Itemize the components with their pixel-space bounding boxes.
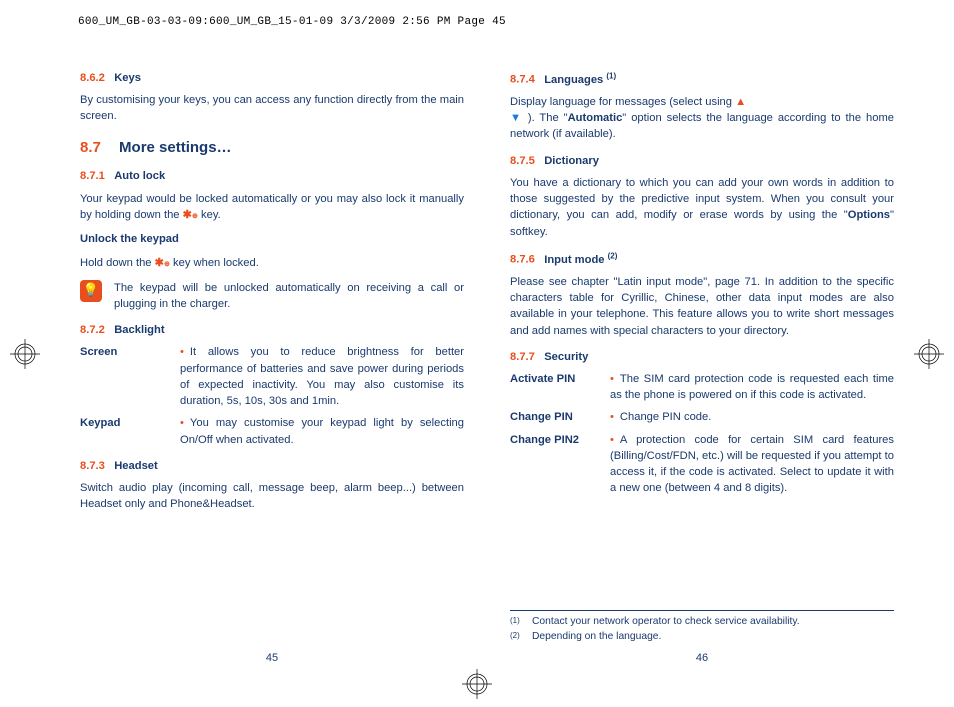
section-title: Dictionary <box>544 155 599 167</box>
term-activate-pin: Activate PIN <box>510 371 610 403</box>
section-8-7-7: 8.7.7 Security <box>510 349 894 365</box>
section-number: 8.6.2 <box>80 72 105 84</box>
footnotes: (1) Contact your network operator to chec… <box>510 610 894 645</box>
crop-mark-bottom-icon <box>462 669 492 699</box>
bullet-icon: • <box>610 411 614 423</box>
footnote-mark: (1) <box>510 615 522 630</box>
bullet-icon: • <box>610 373 614 385</box>
definition-row: Keypad •You may customise your keypad li… <box>80 415 464 447</box>
section-number: 8.7.3 <box>80 460 105 472</box>
star-key-icon: ✱⊕ <box>155 257 170 269</box>
section-8-7-2: 8.7.2 Backlight <box>80 322 464 338</box>
section-title: Languages (1) <box>544 74 616 86</box>
star-key-icon: ✱⊕ <box>183 209 198 221</box>
text-fragment: You have a dictionary to which you can a… <box>510 177 894 221</box>
text-fragment: key when locked. <box>173 257 259 269</box>
text-fragment: key. <box>201 209 221 221</box>
footnote-text: Contact your network operator to check s… <box>532 615 800 630</box>
unlock-heading: Unlock the keypad <box>80 231 464 247</box>
nav-updown-icon: ▲ <box>735 96 746 108</box>
text-fragment: ). The " <box>528 112 568 124</box>
section-number: 8.7.4 <box>510 74 535 86</box>
nav-updown-icon: ▼ <box>510 112 523 124</box>
page-number: 46 <box>696 651 708 667</box>
section-title: Input mode (2) <box>544 254 617 266</box>
footnote-1: (1) Contact your network operator to chec… <box>510 615 894 630</box>
section-8-7-5: 8.7.5 Dictionary <box>510 153 894 169</box>
section-8-7: 8.7 More settings… <box>80 137 464 159</box>
tip-text: The keypad will be unlocked automaticall… <box>114 280 464 312</box>
text-fragment: You may customise your keypad light by s… <box>180 417 464 445</box>
definition-body: •The SIM card protection code is request… <box>610 371 894 403</box>
text-bold: Automatic <box>568 112 623 124</box>
right-page: 8.7.4 Languages (1) Display language for… <box>510 60 894 667</box>
text-fragment: It allows you to reduce brightness for b… <box>180 346 464 407</box>
body-text: Please see chapter "Latin input mode", p… <box>510 274 894 339</box>
body-text: Switch audio play (incoming call, messag… <box>80 480 464 512</box>
body-text: You have a dictionary to which you can a… <box>510 175 894 240</box>
bullet-icon: • <box>610 434 614 446</box>
text-fragment: The SIM card protection code is requeste… <box>610 373 894 401</box>
section-8-7-1: 8.7.1 Auto lock <box>80 168 464 184</box>
section-title: Headset <box>114 460 158 472</box>
definition-row: Change PIN2 •A protection code for certa… <box>510 432 894 497</box>
term-change-pin2: Change PIN2 <box>510 432 610 497</box>
body-text: Display language for messages (select us… <box>510 94 894 143</box>
term-keypad: Keypad <box>80 415 180 447</box>
section-title: Security <box>544 351 588 363</box>
section-number: 8.7 <box>80 139 101 156</box>
body-text: Your keypad would be locked automaticall… <box>80 191 464 223</box>
body-text: Hold down the ✱⊕ key when locked. <box>80 255 464 271</box>
section-number: 8.7.6 <box>510 254 535 266</box>
tip-callout: 💡 The keypad will be unlocked automatica… <box>80 280 464 312</box>
definition-body: •It allows you to reduce brightness for … <box>180 344 464 409</box>
section-8-7-3: 8.7.3 Headset <box>80 458 464 474</box>
section-8-7-6: 8.7.6 Input mode (2) <box>510 250 894 268</box>
definition-row: Activate PIN •The SIM card protection co… <box>510 371 894 403</box>
text-fragment: A protection code for certain SIM card f… <box>610 434 894 495</box>
section-number: 8.7.1 <box>80 170 105 182</box>
text-fragment: Your keypad would be locked automaticall… <box>80 193 464 221</box>
definition-row: Change PIN • Change PIN code. <box>510 409 894 425</box>
term-change-pin: Change PIN <box>510 409 610 425</box>
bullet-icon: • <box>180 417 184 429</box>
left-page: 8.6.2 Keys By customising your keys, you… <box>80 60 464 667</box>
section-8-6-2: 8.6.2 Keys <box>80 70 464 86</box>
section-number: 8.7.7 <box>510 351 535 363</box>
definition-body: • Change PIN code. <box>610 409 894 425</box>
definition-body: •A protection code for certain SIM card … <box>610 432 894 497</box>
text-bold: Options <box>848 209 890 221</box>
footnote-text: Depending on the language. <box>532 630 661 645</box>
section-number: 8.7.5 <box>510 155 535 167</box>
section-title: Keys <box>114 72 141 84</box>
text-fragment: Hold down the <box>80 257 155 269</box>
print-header: 600_UM_GB-03-03-09:600_UM_GB_15-01-09 3/… <box>78 16 506 28</box>
body-text: By customising your keys, you can access… <box>80 92 464 124</box>
section-title: More settings… <box>119 139 232 156</box>
section-title: Backlight <box>114 324 164 336</box>
bullet-icon: • <box>180 346 184 358</box>
footnote-2: (2) Depending on the language. <box>510 630 894 645</box>
definition-row: Screen •It allows you to reduce brightne… <box>80 344 464 409</box>
term-screen: Screen <box>80 344 180 409</box>
section-number: 8.7.2 <box>80 324 105 336</box>
lightbulb-icon: 💡 <box>80 280 102 302</box>
crop-mark-left-icon <box>10 339 40 369</box>
text-fragment: Change PIN code. <box>620 411 711 423</box>
definition-body: •You may customise your keypad light by … <box>180 415 464 447</box>
crop-mark-right-icon <box>914 339 944 369</box>
footnote-mark: (2) <box>510 630 522 645</box>
section-8-7-4: 8.7.4 Languages (1) <box>510 70 894 88</box>
page-number: 45 <box>266 651 278 667</box>
text-fragment: Display language for messages (select us… <box>510 96 735 108</box>
section-title: Auto lock <box>114 170 165 182</box>
